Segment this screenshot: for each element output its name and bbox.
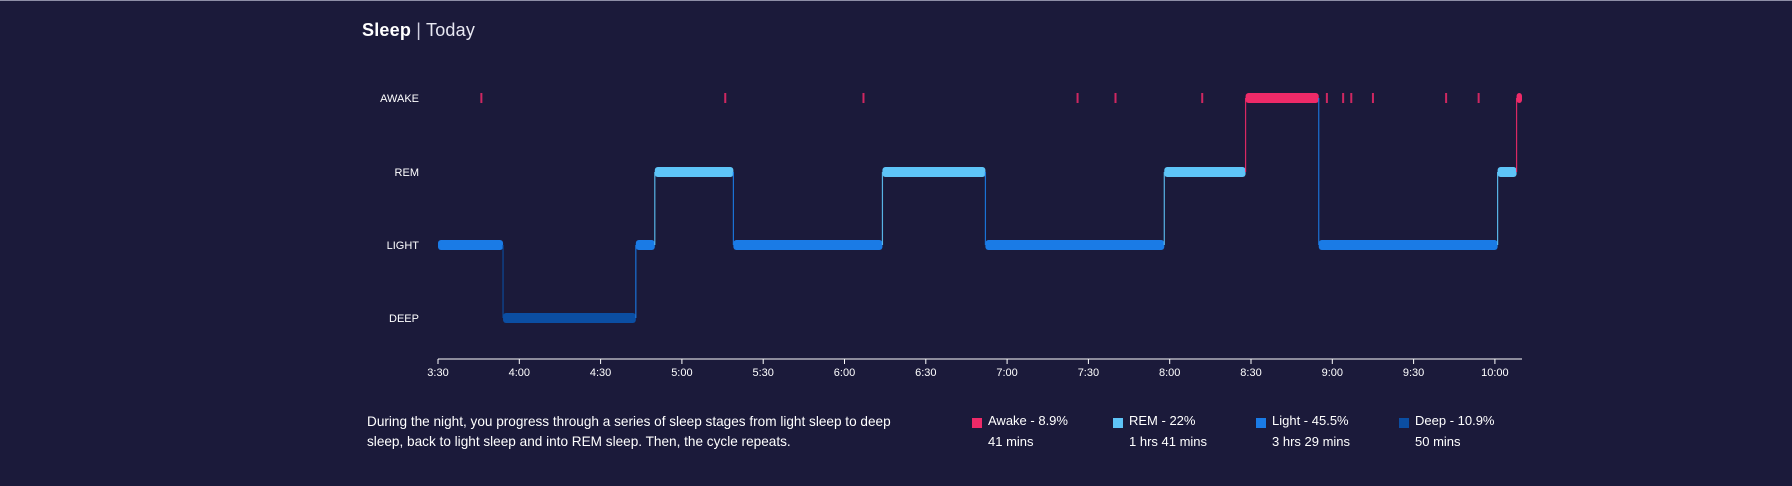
stage-label-light: LIGHT	[387, 240, 420, 252]
stage-segment-light	[438, 240, 504, 250]
legend-label: Deep - 10.9%	[1415, 413, 1495, 428]
stage-segment-rem	[1497, 167, 1517, 177]
x-tick-label: 6:00	[834, 367, 855, 379]
stage-segment-light	[985, 240, 1165, 250]
awake-mark	[1076, 93, 1079, 103]
awake-mark	[1325, 93, 1328, 103]
legend-label: REM - 22%	[1129, 413, 1196, 428]
stage-segment-rem	[1164, 167, 1246, 177]
stage-label-awake: AWAKE	[380, 93, 419, 105]
awake-mark	[1477, 93, 1480, 103]
stage-bands	[438, 93, 1522, 323]
awake-mark	[724, 93, 727, 103]
legend-duration: 41 mins	[988, 434, 1034, 449]
x-tick-label: 9:30	[1403, 367, 1424, 379]
x-tick-label: 6:30	[915, 367, 936, 379]
awake-mark	[1445, 93, 1448, 103]
awake-marks	[480, 93, 1480, 103]
title-separator: |	[416, 20, 422, 40]
sleep-description: During the night, you progress through a…	[367, 414, 891, 449]
awake-mark	[1201, 93, 1204, 103]
x-tick-label: 7:00	[996, 367, 1017, 379]
stage-segment-light	[733, 240, 883, 250]
legend-label: Light - 45.5%	[1272, 413, 1349, 428]
awake-mark	[1371, 93, 1374, 103]
legend-duration: 50 mins	[1415, 434, 1461, 449]
stage-segment-awake	[1245, 93, 1319, 103]
x-tick-label: 8:00	[1159, 367, 1180, 379]
stage-segment-light	[1318, 240, 1498, 250]
awake-mark	[1350, 93, 1353, 103]
rem-swatch	[1113, 418, 1123, 428]
x-tick-label: 3:30	[427, 367, 448, 379]
x-tick-label: 5:00	[671, 367, 692, 379]
x-tick-label: 4:30	[590, 367, 611, 379]
x-tick-label: 10:00	[1481, 367, 1509, 379]
stage-segment-light	[635, 240, 655, 250]
stage-label-deep: DEEP	[389, 313, 419, 325]
stage-segment-deep	[503, 313, 636, 323]
x-tick-label: 4:00	[509, 367, 530, 379]
page-title: Sleep | Today	[362, 20, 475, 41]
legend-duration: 1 hrs 41 mins	[1129, 434, 1208, 449]
awake-mark	[1114, 93, 1117, 103]
stage-axis-labels: DEEP LIGHT REM AWAKE	[380, 93, 419, 325]
awake-swatch	[972, 418, 982, 428]
stage-label-rem: REM	[395, 167, 419, 179]
x-tick-label: 8:30	[1240, 367, 1261, 379]
time-axis: 3:30 4:00 4:30 5:00 5:30 6:00 6:30 7:00 7:30 8:00…	[427, 358, 1522, 379]
title-label: Sleep	[362, 20, 412, 40]
x-tick-label: 7:30	[1078, 367, 1099, 379]
top-border	[0, 0, 1792, 1]
stage-segment-rem	[654, 167, 734, 177]
awake-mark	[862, 93, 865, 103]
legend-duration: 3 hrs 29 mins	[1272, 434, 1351, 449]
deep-swatch	[1399, 418, 1409, 428]
stage-segment-rem	[882, 167, 986, 177]
awake-mark	[1342, 93, 1345, 103]
stage-segment-awake	[1516, 93, 1522, 103]
x-tick-label: 5:30	[752, 367, 773, 379]
x-tick-label: 9:00	[1322, 367, 1343, 379]
sleep-stages-chart: DEEP LIGHT REM AWAKE 3:30 4:00 4:30 5:00 5:30 6:…	[380, 93, 1522, 379]
light-swatch	[1256, 418, 1266, 428]
awake-mark	[480, 93, 483, 103]
date-range-label[interactable]: Today	[426, 20, 476, 40]
stage-transitions	[502, 98, 1518, 318]
legend-label: Awake - 8.9%	[988, 413, 1068, 428]
